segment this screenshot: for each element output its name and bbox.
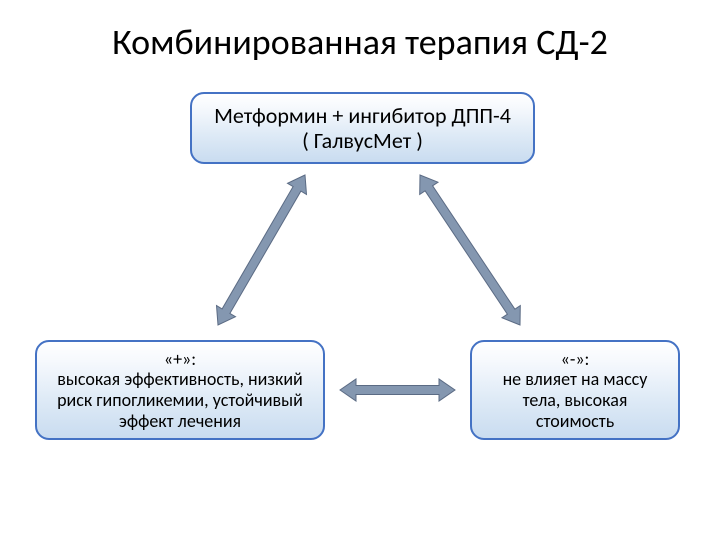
double-arrow-icon	[340, 379, 455, 401]
slide: Комбинированная терапия СД-2 Метформин +…	[0, 0, 720, 540]
arrows-layer	[0, 0, 720, 540]
double-arrow-icon	[217, 175, 307, 325]
double-arrow-icon	[420, 175, 521, 325]
